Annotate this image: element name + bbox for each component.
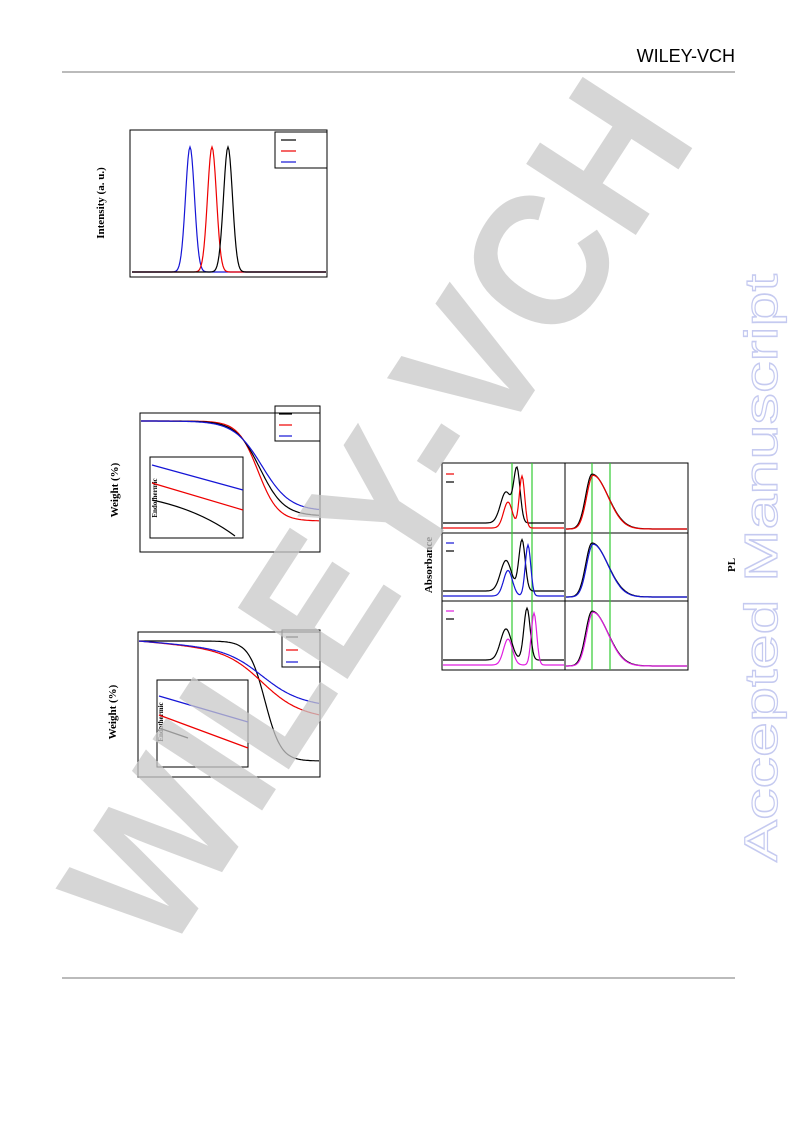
curve	[132, 145, 326, 273]
curve	[151, 499, 236, 537]
curve	[132, 145, 326, 273]
inset-label: Endothermic	[157, 702, 165, 741]
curve	[443, 610, 564, 666]
curve	[158, 727, 189, 739]
curve	[132, 145, 326, 273]
figure-tga-1: Weight (%) Endothermic	[109, 405, 321, 553]
y-label: Intensity (a. u.)	[95, 167, 107, 239]
curve	[151, 482, 244, 511]
curve	[151, 464, 244, 491]
curve	[443, 542, 564, 597]
curve	[158, 695, 249, 723]
side-watermark: Accepted Manuscript	[735, 274, 787, 862]
curve	[566, 542, 687, 598]
inset-label: Endothermic	[151, 478, 159, 517]
curve	[443, 538, 564, 592]
figure-abs-pl: Absorbance PL	[423, 462, 738, 671]
curve	[566, 474, 687, 530]
curve	[139, 640, 320, 762]
diagonal-watermark: WILEY-VCH	[22, 45, 734, 982]
figure-tga-2: Weight (%) Endothermic	[107, 629, 321, 778]
y-label: Weight (%)	[109, 462, 121, 517]
curve	[139, 640, 320, 704]
curve	[566, 543, 687, 598]
curve	[566, 473, 687, 530]
curve	[566, 611, 687, 667]
curve	[443, 465, 564, 524]
curve	[443, 473, 564, 529]
curve	[566, 610, 687, 667]
curve	[141, 420, 320, 511]
y-label: Weight (%)	[107, 684, 119, 739]
brand: WILEY-VCH	[637, 46, 735, 66]
y-label-left: Absorbance	[423, 537, 435, 593]
curve	[158, 714, 249, 749]
figure-intensity: Intensity (a. u.)	[95, 129, 328, 278]
y-label-right: PL	[726, 558, 738, 572]
curve	[443, 606, 564, 661]
